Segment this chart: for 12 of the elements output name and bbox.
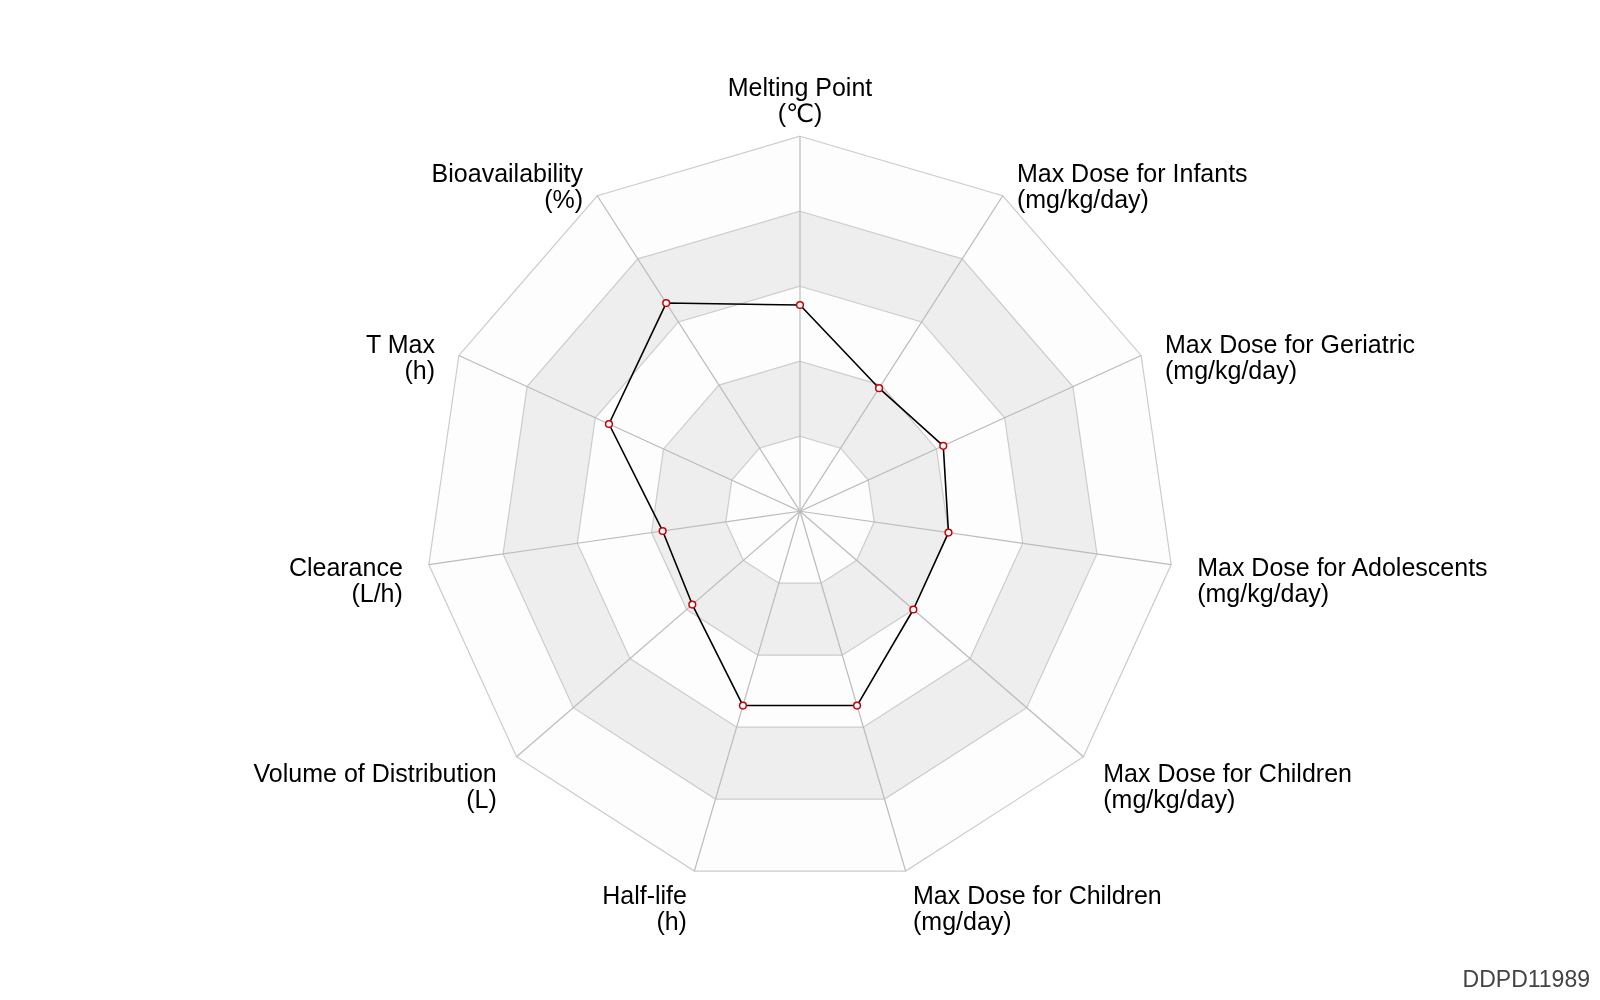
text: DDPD11989 [1462, 966, 1590, 992]
spoke-label: Max Dose for Infants (mg/kg/day) [1016, 158, 1248, 213]
spoke-label: T Max (h) [366, 329, 436, 384]
spoke-label: Max Dose for Children (mg/day) [913, 881, 1162, 936]
spoke-label: Max Dose for Adolescents (mg/kg/day) [1197, 553, 1488, 608]
spoke-label: Volume of Distribution (L) [253, 759, 497, 814]
spoke-label: Half-life (h) [602, 881, 687, 936]
spoke-label: Clearance (L/h) [288, 553, 403, 608]
spoke-label: Bioavailability (%) [431, 158, 584, 213]
spoke-label: Max Dose for Children (mg/kg/day) [1103, 759, 1352, 814]
spoke-label: Melting Point (℃) [727, 72, 873, 127]
spoke-label: Max Dose for Geriatric (mg/kg/day) [1164, 329, 1416, 384]
